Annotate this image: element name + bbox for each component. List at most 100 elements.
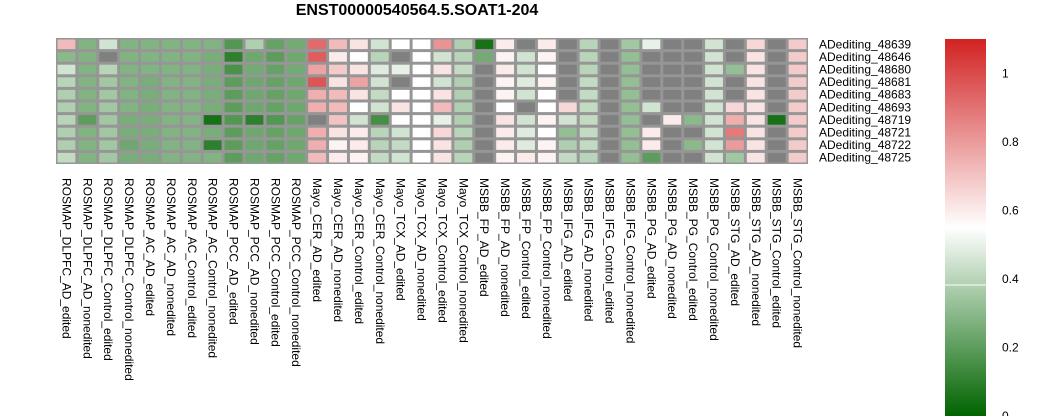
heatmap-cell [621, 127, 640, 138]
heatmap-cell [579, 89, 598, 100]
heatmap-cell [245, 152, 264, 163]
column-label: ROSMAP_PCC_AD_edited [227, 178, 241, 325]
heatmap-cell [329, 52, 347, 62]
column-label: Mayo_CER_AD_edited [310, 178, 324, 302]
heatmap-cell [78, 39, 97, 50]
heatmap-cell [391, 77, 410, 87]
heatmap-cell [412, 102, 431, 113]
heatmap-cell [558, 89, 577, 100]
heatmap-cell [663, 77, 682, 87]
heatmap-cell [454, 127, 473, 138]
heatmap-cell [746, 39, 765, 50]
heatmap-cell [663, 152, 682, 163]
heatmap-cell [203, 140, 222, 150]
row-label: ADediting_48719 [819, 113, 911, 127]
heatmap-cell [475, 77, 494, 87]
heatmap-cell [475, 127, 494, 138]
heatmap-cell [141, 64, 159, 75]
heatmap-cell [287, 52, 306, 62]
heatmap-cell [705, 52, 723, 62]
heatmap-cell [725, 115, 744, 125]
color-legend-tick-label: 1 [1002, 66, 1009, 80]
heatmap-cell [370, 77, 389, 87]
heatmap-cell [245, 52, 264, 62]
column-label: ROSMAP_PCC_Control_edited [268, 178, 282, 347]
color-legend-tick-label: 0 [1002, 409, 1009, 416]
heatmap-cell [788, 152, 807, 163]
heatmap-cell [99, 152, 118, 163]
heatmap-cell [203, 64, 222, 75]
heatmap-cell [475, 140, 494, 150]
heatmap-cell [391, 64, 410, 75]
heatmap-cell [287, 102, 306, 113]
heatmap-cell [475, 152, 494, 163]
heatmap-cell [161, 77, 180, 87]
heatmap-cell [454, 89, 473, 100]
heatmap-cell [621, 140, 640, 150]
heatmap-cell [120, 77, 139, 87]
heatmap-cell [579, 127, 598, 138]
heatmap-cell [57, 52, 76, 62]
heatmap-cell [245, 39, 264, 50]
heatmap-cell [391, 140, 410, 150]
heatmap-cell [746, 152, 765, 163]
heatmap-cell [308, 64, 327, 75]
row-labels: ADediting_48639ADediting_48646ADediting_… [819, 37, 911, 164]
heatmap-cell [663, 115, 682, 125]
heatmap-cell [120, 39, 139, 50]
color-legend: 0 0.2 0.4 0.6 0.8 1 [945, 39, 1019, 416]
heatmap-cell [642, 115, 661, 125]
heatmap-cell [725, 152, 744, 163]
heatmap-cell [621, 89, 640, 100]
heatmap-cell [725, 127, 744, 138]
column-label: MSBB_STG_AD_nonedited [749, 178, 763, 326]
heatmap-cell [287, 89, 306, 100]
column-label: Mayo_CER_Control_edited [352, 178, 366, 324]
heatmap-cell [57, 140, 76, 150]
heatmap-cell [349, 115, 368, 125]
heatmap-cell [496, 89, 515, 100]
heatmap-cell [141, 127, 159, 138]
heatmap-cell [454, 152, 473, 163]
heatmap-cell [663, 52, 682, 62]
heatmap-cell [558, 77, 577, 87]
heatmap-cell [788, 39, 807, 50]
heatmap-cell [391, 127, 410, 138]
heatmap-cell [600, 127, 619, 138]
column-label: MSBB_STG_Control_nonedited [791, 178, 805, 348]
heatmap-cell [642, 77, 661, 87]
heatmap-cell [349, 102, 368, 113]
heatmap-cell [308, 140, 327, 150]
heatmap-cell [746, 52, 765, 62]
column-label: MSBB_PG_Control_nonedited [707, 178, 721, 341]
heatmap-cell [370, 127, 389, 138]
heatmap-cell [224, 127, 243, 138]
heatmap-cell [454, 115, 473, 125]
row-label: ADediting_48680 [819, 63, 911, 77]
heatmap-cell [767, 102, 786, 113]
heatmap-cell [600, 115, 619, 125]
heatmap-cell [120, 140, 139, 150]
heatmap-cell [266, 89, 285, 100]
heatmap-cell [496, 52, 515, 62]
heatmap-cell [245, 64, 264, 75]
column-label: ROSMAP_DLPFC_Control_edited [101, 178, 115, 361]
heatmap-cell [788, 102, 807, 113]
heatmap-cell [517, 64, 535, 75]
heatmap-cell [182, 152, 201, 163]
column-label: Mayo_TCX_AD_nonedited [415, 178, 429, 321]
column-label: MSBB_FP_Control_nonedited [540, 178, 554, 339]
heatmap-cell [537, 64, 556, 75]
heatmap-cell [725, 140, 744, 150]
heatmap-cell [224, 115, 243, 125]
heatmap-cell [517, 39, 535, 50]
heatmap-cell [308, 52, 327, 62]
heatmap-cell [182, 52, 201, 62]
column-label: MSBB_FP_Control_edited [519, 178, 533, 319]
heatmap-cell [161, 140, 180, 150]
heatmap-cell [329, 64, 347, 75]
heatmap-cell [642, 140, 661, 150]
column-label: ROSMAP_DLPFC_AD_nonedited [80, 178, 94, 359]
heatmap-cell [182, 102, 201, 113]
heatmap-cell [663, 140, 682, 150]
